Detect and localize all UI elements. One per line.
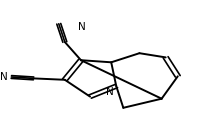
Text: N: N [78, 22, 86, 32]
Text: N: N [0, 72, 8, 82]
Text: N: N [106, 87, 114, 97]
